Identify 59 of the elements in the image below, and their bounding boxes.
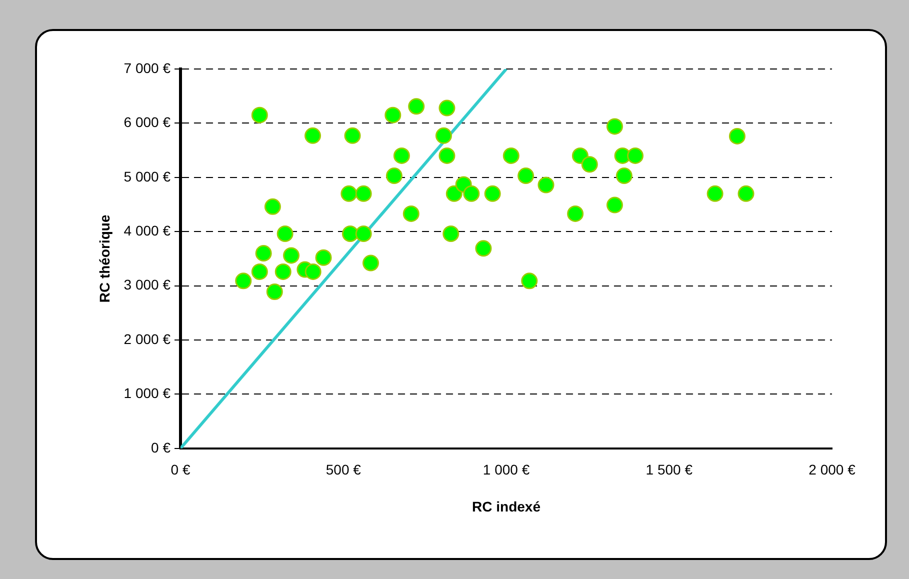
point [518, 168, 534, 184]
point [274, 263, 292, 280]
point [315, 249, 332, 266]
y-tick-label: 3 000 € [124, 276, 171, 293]
point [355, 185, 372, 202]
point [276, 226, 294, 242]
y-tick-label: 6 000 € [124, 114, 171, 130]
point [384, 106, 402, 124]
point [386, 168, 402, 184]
y-tick-label: 4 000 € [124, 222, 171, 238]
point [408, 98, 425, 115]
point [235, 272, 252, 290]
point [567, 205, 584, 222]
y-tick-label: 0 € [151, 439, 171, 456]
point [355, 226, 372, 242]
point [340, 185, 358, 202]
y-tick-label: 5 000 € [124, 168, 171, 184]
x-tick-label: 1 500 € [646, 462, 693, 478]
point [442, 226, 460, 242]
point [251, 106, 268, 124]
y-tick-label: 1 000 € [124, 385, 171, 402]
x-axis-title: RC indexé [472, 498, 541, 514]
point [304, 263, 322, 280]
point [738, 185, 754, 202]
point [362, 254, 379, 272]
point [616, 168, 632, 184]
point [581, 156, 598, 173]
point [255, 245, 272, 262]
point [251, 263, 268, 280]
point [627, 147, 644, 164]
x-tick-label: 500 € [326, 462, 362, 478]
point [484, 185, 501, 202]
x-tick-label: 2 000 € [808, 462, 856, 478]
point [402, 205, 420, 222]
point [393, 147, 410, 164]
point [502, 147, 520, 164]
y-axis-title: RC théorique [96, 214, 112, 303]
point [606, 118, 623, 135]
point [463, 185, 480, 202]
point [438, 147, 456, 164]
point [264, 198, 281, 215]
y-tick-label: 2 000 € [124, 330, 171, 347]
point [728, 128, 746, 144]
point [538, 176, 554, 194]
y-tick-label: 7 000 € [124, 60, 171, 76]
point [266, 284, 283, 300]
point [435, 127, 452, 144]
point [446, 185, 462, 202]
x-tick-label: 0 € [170, 462, 190, 478]
point [475, 240, 492, 257]
point [283, 247, 300, 264]
point [342, 226, 358, 242]
point [438, 100, 456, 116]
point [521, 272, 538, 290]
point [344, 127, 361, 144]
point [304, 127, 322, 144]
point [606, 196, 623, 214]
x-tick-label: 1 000 € [482, 462, 530, 478]
point [706, 185, 724, 202]
